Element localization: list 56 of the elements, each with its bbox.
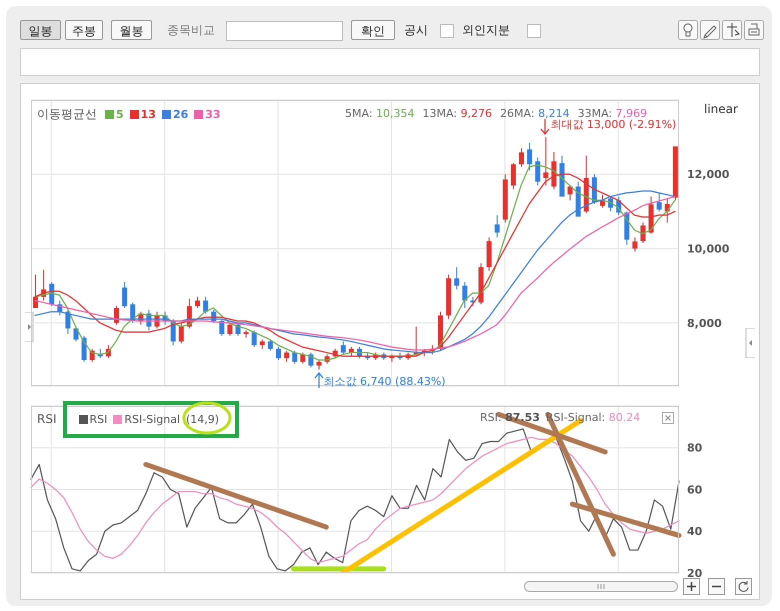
annotation: 최대값 13,000 (-2.91%) [550, 118, 676, 132]
legend-label: 13 [140, 108, 156, 121]
candlestick [316, 360, 322, 370]
annotation: 26MA: 8,214 [500, 107, 570, 120]
candlestick [632, 236, 638, 252]
candlestick [219, 318, 224, 336]
candlestick [454, 266, 460, 290]
annotation: 13MA: 9,276 [422, 107, 492, 120]
text: RSI [37, 412, 56, 426]
y-tick-label: 8,000 [687, 316, 722, 330]
candlestick [640, 222, 646, 244]
legend-label: 26 [172, 108, 188, 121]
candlestick [292, 350, 298, 364]
text: 주봉 [65, 20, 103, 40]
candlestick [227, 322, 232, 336]
text: 월봉 [111, 20, 152, 40]
y-tick-label: 10,000 [687, 242, 730, 256]
candlestick [114, 306, 119, 326]
candlestick [74, 326, 78, 342]
candlestick [462, 282, 468, 308]
annotation: (14,9) [186, 412, 220, 426]
candlestick [268, 339, 273, 352]
candlestick [195, 296, 200, 308]
text: 공시 [404, 22, 428, 39]
candlestick [260, 339, 265, 350]
text: 일봉 [20, 20, 61, 40]
candlestick [178, 322, 184, 344]
text: linear [704, 102, 738, 116]
legend-label: 5 [116, 108, 124, 121]
text: 종목비교 [167, 22, 215, 39]
text: 확인 [351, 20, 395, 40]
annotation: 최소값 6,740 (88.43%) [324, 374, 446, 389]
legend-label: RSI [90, 412, 108, 426]
candlestick [284, 350, 290, 362]
candlestick [252, 330, 257, 348]
y-tick-label: 60 [687, 483, 703, 496]
candlestick [519, 148, 524, 168]
candlestick [98, 348, 103, 359]
y-tick-label: 40 [687, 525, 703, 538]
y-tick-label: 20 [687, 566, 703, 580]
y-tick-label: 12,000 [687, 168, 730, 182]
candlestick [510, 162, 516, 190]
candlestick [122, 282, 128, 308]
legend-label: RSI-Signal [124, 412, 180, 426]
candlestick [527, 142, 532, 172]
candlestick [300, 352, 306, 364]
candlestick [203, 296, 208, 314]
candlestick [535, 157, 540, 186]
candlestick [276, 346, 281, 360]
annotation: 5MA: 10,354 [345, 107, 415, 120]
y-tick-label: 80 [687, 442, 703, 455]
candlestick [494, 214, 500, 238]
legend-label: 33 [205, 108, 221, 121]
text: 외인지분 [462, 22, 510, 39]
annotation: 33MA: 7,969 [578, 107, 648, 120]
legend-title: 이동평균선 [37, 106, 97, 123]
